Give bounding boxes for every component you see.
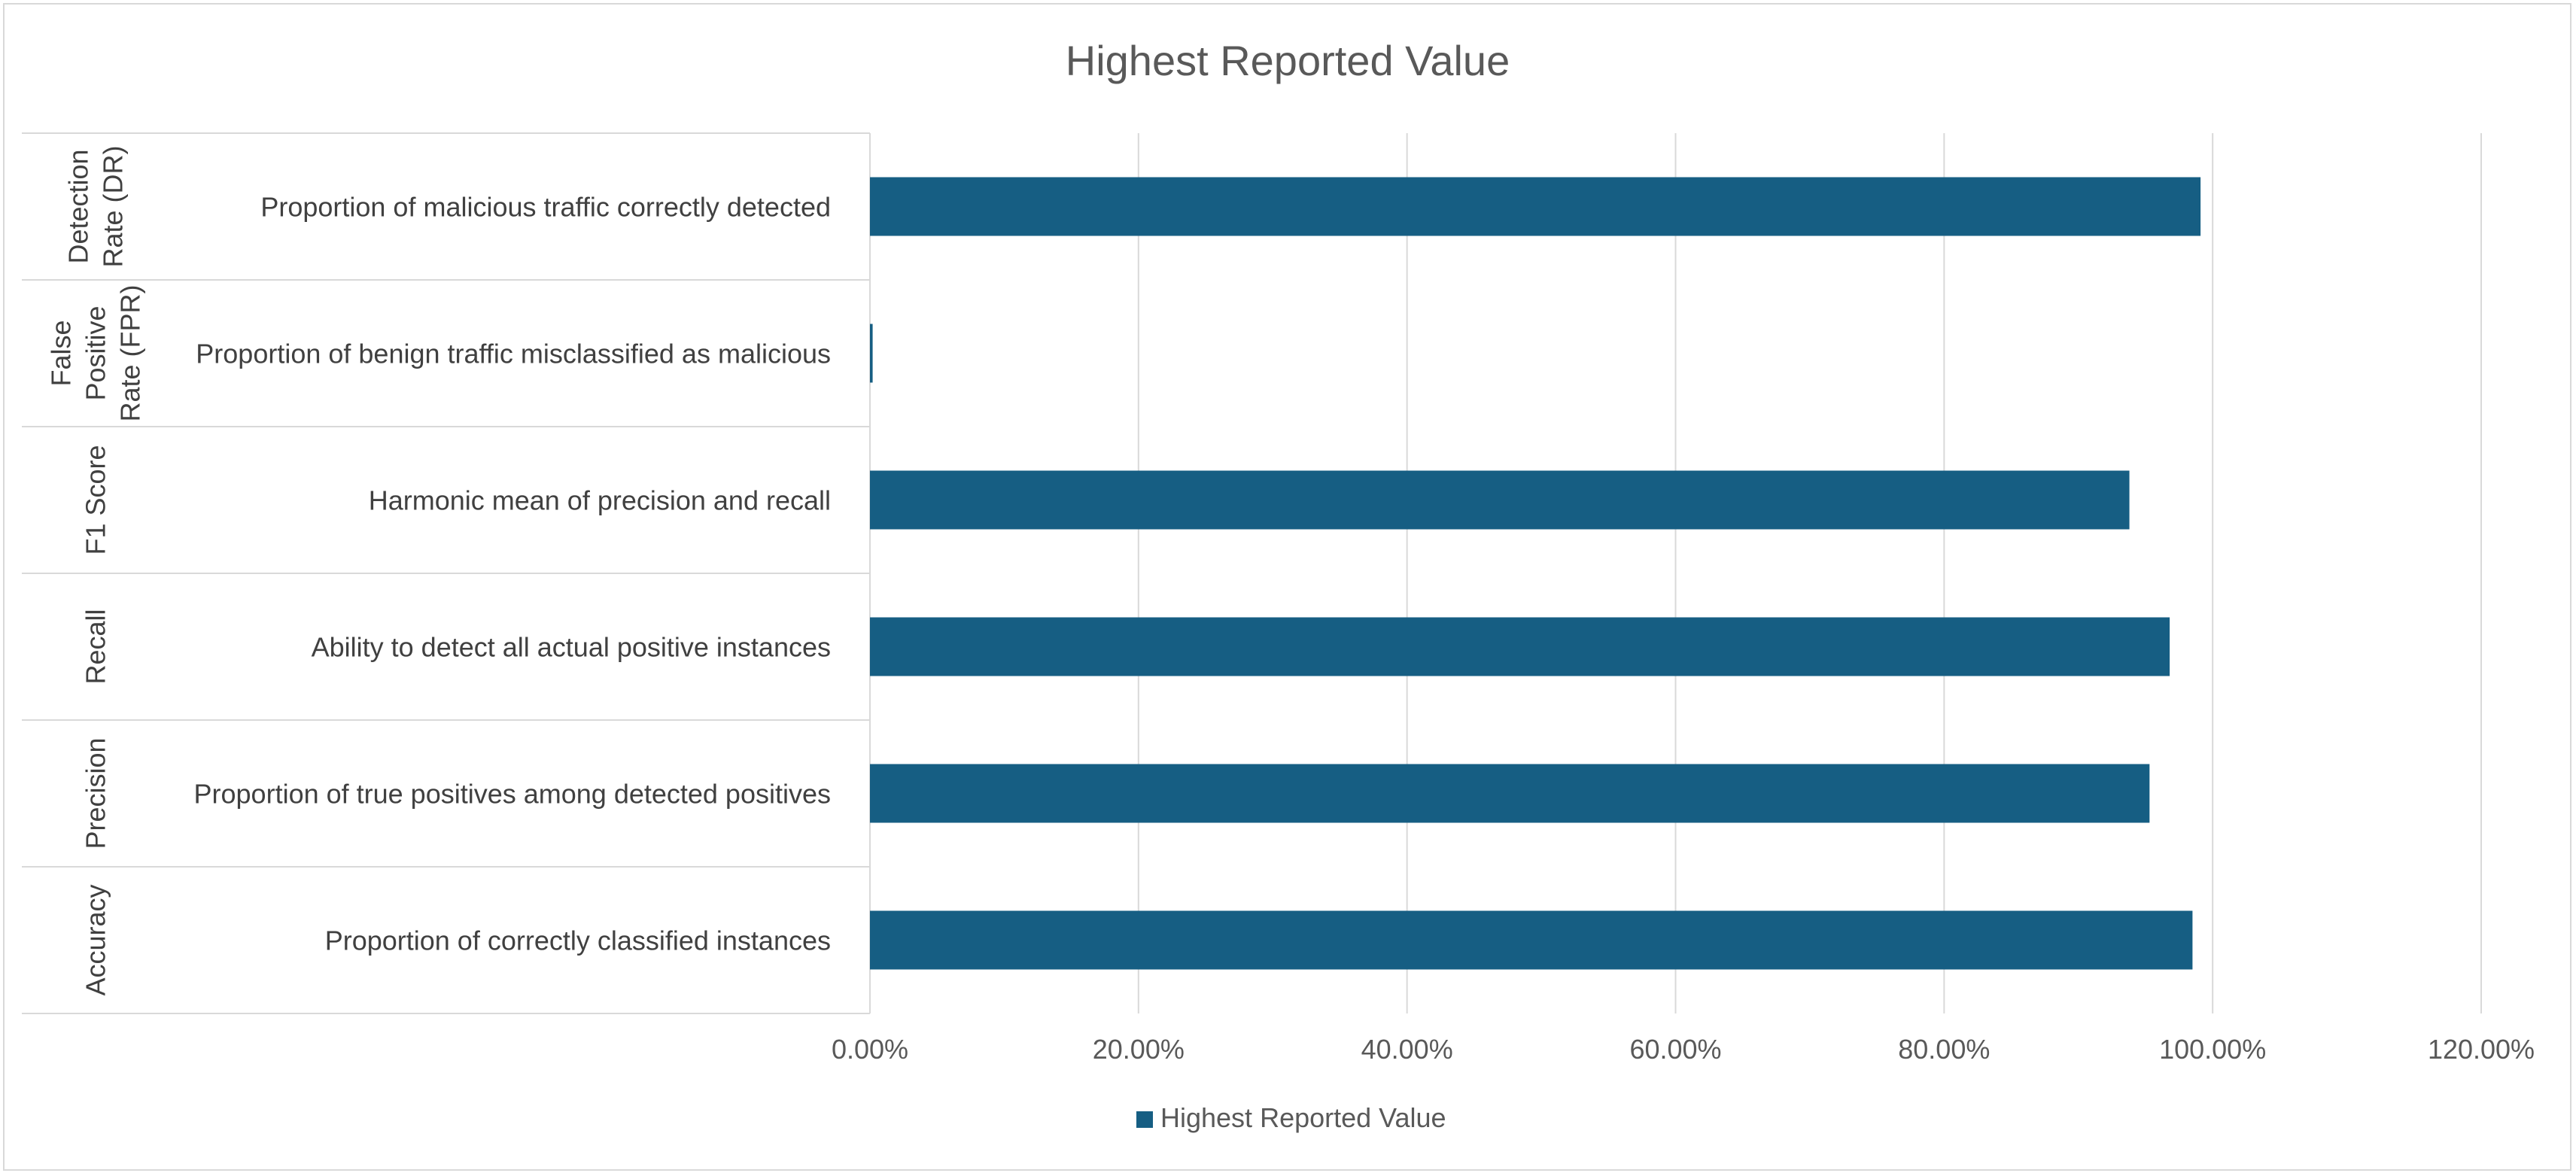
chart-title: Highest Reported Value	[1066, 37, 1510, 84]
x-tick-label: 100.00%	[2159, 1034, 2266, 1065]
chart-frame: Highest Reported Value Proportion of mal…	[3, 3, 2571, 1171]
group-label: Detection Rate (DR)	[63, 145, 129, 267]
group-label-line: Rate (DR)	[98, 145, 129, 267]
bar	[870, 324, 873, 383]
x-tick-label: 120.00%	[2428, 1034, 2535, 1065]
group-label-line: Recall	[81, 609, 111, 684]
group-label: False Positive Rate (FPR)	[46, 284, 146, 421]
x-tick-label: 20.00%	[1093, 1034, 1185, 1065]
legend-swatch	[1136, 1111, 1153, 1128]
bar	[870, 470, 2130, 530]
bars	[870, 177, 2201, 970]
category-label: Proportion of correctly classified insta…	[325, 925, 831, 956]
legend-label: Highest Reported Value	[1160, 1102, 1446, 1133]
category-label: Harmonic mean of precision and recall	[369, 485, 831, 516]
category-axis: Proportion of malicious traffic correctl…	[22, 132, 871, 1014]
group-label-line: F1 Score	[81, 445, 111, 555]
bar	[870, 177, 2201, 236]
x-tick-label: 80.00%	[1898, 1034, 1990, 1065]
group-label-line: Rate (FPR)	[115, 284, 146, 421]
group-label-line: False	[46, 320, 77, 386]
category-label: Proportion of malicious traffic correctl…	[260, 192, 831, 223]
group-label: Accuracy	[81, 884, 111, 995]
x-tick-label: 0.00%	[832, 1034, 908, 1065]
x-axis-ticks: 0.00% 20.00% 40.00% 60.00% 80.00% 100.00% 120.…	[832, 1034, 2535, 1065]
bar	[870, 910, 2193, 970]
bar	[870, 764, 2150, 823]
gridlines	[1137, 133, 2482, 1013]
category-label: Proportion of true positives among detec…	[194, 779, 831, 810]
group-label: Recall	[81, 609, 111, 684]
group-label: Precision	[81, 737, 111, 849]
x-tick-label: 60.00%	[1629, 1034, 1721, 1065]
x-tick-label: 40.00%	[1361, 1034, 1453, 1065]
category-label: Ability to detect all actual positive in…	[312, 632, 831, 663]
category-label: Proportion of benign traffic misclassifi…	[196, 339, 831, 369]
group-label-line: Detection	[63, 149, 94, 263]
group-label: F1 Score	[81, 445, 111, 555]
group-label-line: Accuracy	[81, 884, 111, 995]
legend: Highest Reported Value	[1136, 1102, 1446, 1133]
bar-chart: Highest Reported Value Proportion of mal…	[22, 37, 2535, 1133]
group-label-line: Positive	[81, 305, 111, 400]
bar	[870, 617, 2170, 676]
group-label-line: Precision	[81, 737, 111, 849]
